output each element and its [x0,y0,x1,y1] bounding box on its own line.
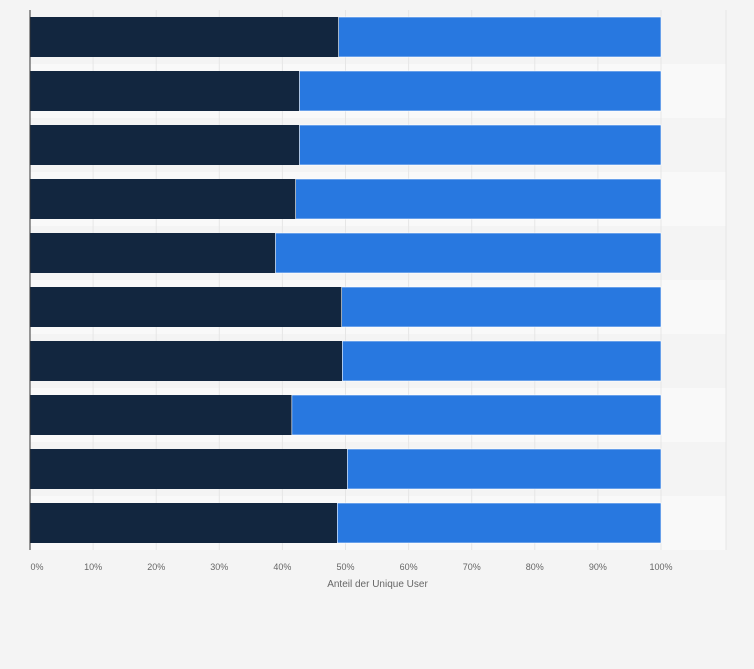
bar-segment [30,233,276,273]
x-tick-label: 80% [526,562,544,572]
bar-segment [275,232,662,274]
x-tick-label: 50% [336,562,354,572]
x-tick-labels: 0% 10% 20% 30% 40% 50% 60% 70% 80% 90% 100% [30,562,672,572]
x-tick-label: 100% [649,562,672,572]
bars [30,16,662,544]
bar-segment [30,449,348,489]
x-tick-label: 60% [400,562,418,572]
bar-segment [342,340,662,382]
x-tick-label: 40% [273,562,291,572]
bar-segment [30,179,296,219]
x-tick-label: 20% [147,562,165,572]
x-tick-label: 70% [463,562,481,572]
x-tick-label: 0% [30,562,43,572]
x-axis-title: Anteil der Unique User [327,579,428,590]
x-tick-label: 90% [589,562,607,572]
bar-segment [299,70,662,112]
bar-segment [30,341,343,381]
bar-segment [30,125,300,165]
bar-segment [30,503,338,543]
x-tick-label: 30% [210,562,228,572]
bar-segment [347,448,662,490]
bar-segment [299,124,662,166]
bar-segment [338,16,662,58]
bar-segment [295,178,662,220]
bar-segment [30,17,339,57]
bar-segment [336,502,662,544]
bar-segment [30,395,292,435]
bar-segment [291,394,662,436]
bar-segment [341,286,662,328]
bar-segment [30,71,300,111]
bar-segment [30,287,342,327]
x-tick-label: 10% [84,562,102,572]
